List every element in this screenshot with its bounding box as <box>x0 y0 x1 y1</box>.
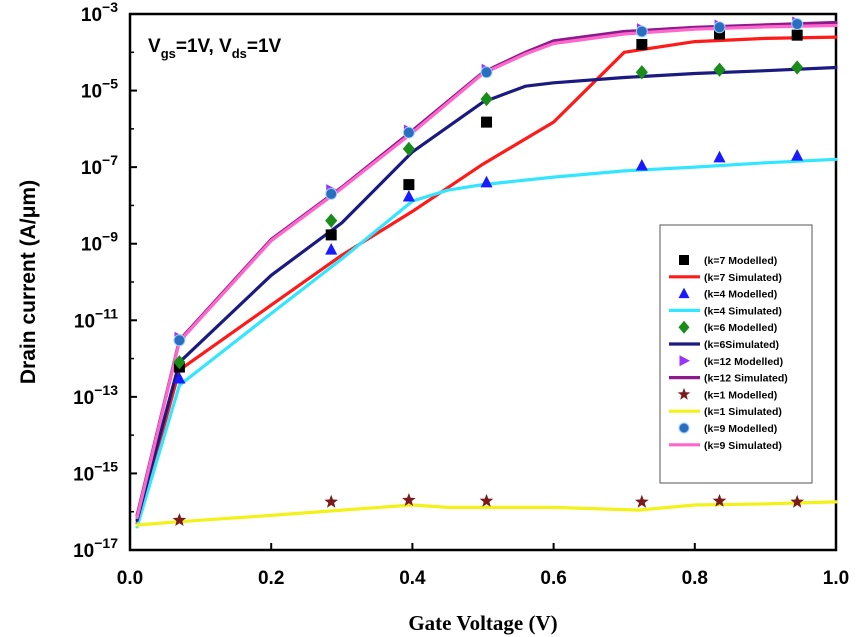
y-tick-label: 10−3 <box>81 0 118 26</box>
y-tick-label: 10−17 <box>73 535 118 562</box>
y-tick-label: 10−9 <box>81 229 118 256</box>
conditions-annotation: Vgs=1V, Vds=1V <box>148 36 282 61</box>
data-point <box>325 213 338 228</box>
data-point <box>402 190 415 202</box>
data-point <box>791 29 803 41</box>
y-tick-label: 10−15 <box>73 458 118 485</box>
legend-label: (k=1 Modelled) <box>704 389 777 401</box>
legend-label: (k=1 Simulated) <box>704 406 782 418</box>
data-point <box>325 229 337 241</box>
data-point <box>479 493 494 507</box>
x-tick-label: 1.0 <box>823 568 849 589</box>
legend-box <box>659 224 813 484</box>
data-point <box>713 21 726 34</box>
y-tick-label: 10−7 <box>81 152 118 179</box>
data-point <box>324 494 338 508</box>
x-tick-label: 0.6 <box>540 568 566 589</box>
legend-label: (k=6 Modelled) <box>704 322 777 334</box>
legend: (k=7 Modelled) (k=7 Simulated) (k=4 Modell… <box>659 224 813 484</box>
series-line <box>135 65 838 522</box>
data-point <box>325 187 338 200</box>
data-point <box>791 60 804 75</box>
data-point <box>635 65 648 80</box>
legend-swatch-marker <box>677 387 691 400</box>
legend-swatch-marker <box>678 422 690 434</box>
data-point <box>791 17 804 30</box>
series-line <box>135 35 838 525</box>
data-point <box>481 116 493 128</box>
x-axis-title: Gate Voltage (V) <box>408 611 557 635</box>
data-point <box>635 25 648 38</box>
legend-swatch-marker <box>678 287 690 299</box>
legend-label: (k=9 Modelled) <box>704 423 777 435</box>
data-point <box>713 150 726 163</box>
legend-swatch-marker <box>679 355 690 367</box>
series-line <box>135 23 838 520</box>
data-point <box>713 62 726 77</box>
legend-label: (k=12 Modelled) <box>704 356 783 368</box>
x-tick-label: 0.4 <box>399 568 426 589</box>
data-point <box>635 494 649 508</box>
x-tick-label: 0.2 <box>258 568 284 589</box>
legend-swatch-marker <box>678 320 690 334</box>
y-tick-label: 10−5 <box>81 76 118 103</box>
data-point <box>173 371 186 384</box>
legend-label: (k=9 Simulated) <box>704 440 782 452</box>
data-point <box>402 141 415 157</box>
data-point <box>636 38 648 50</box>
data-point <box>480 175 493 188</box>
legend-label: (k=4 Simulated) <box>704 305 782 317</box>
legend-label: (k=12 Simulated) <box>704 373 788 385</box>
data-point <box>403 179 415 191</box>
data-point <box>714 28 726 40</box>
y-axis-title: Drain current (A/μm) <box>17 180 40 384</box>
legend-label: (k=7 Simulated) <box>704 272 782 284</box>
data-point <box>480 91 493 107</box>
series-line <box>135 157 838 529</box>
data-point <box>173 355 186 370</box>
y-tick-label: 10−13 <box>73 382 118 409</box>
data-point <box>173 334 186 347</box>
data-point <box>790 494 804 508</box>
x-tick-label: 0.0 <box>117 568 143 589</box>
data-point <box>402 126 415 139</box>
x-tick-label: 0.8 <box>682 568 708 589</box>
y-tick-label: 10−11 <box>74 305 118 332</box>
legend-label: (k=6Simulated) <box>704 339 779 351</box>
data-point <box>172 513 187 526</box>
data-point <box>325 243 338 255</box>
legend-label: (k=7 Modelled) <box>704 255 777 267</box>
data-point <box>480 66 493 79</box>
data-point <box>712 493 727 507</box>
data-point <box>402 493 416 506</box>
data-point <box>791 149 804 161</box>
data-point <box>635 158 648 171</box>
legend-label: (k=4 Modelled) <box>704 289 777 301</box>
legend-swatch-marker <box>679 255 689 265</box>
